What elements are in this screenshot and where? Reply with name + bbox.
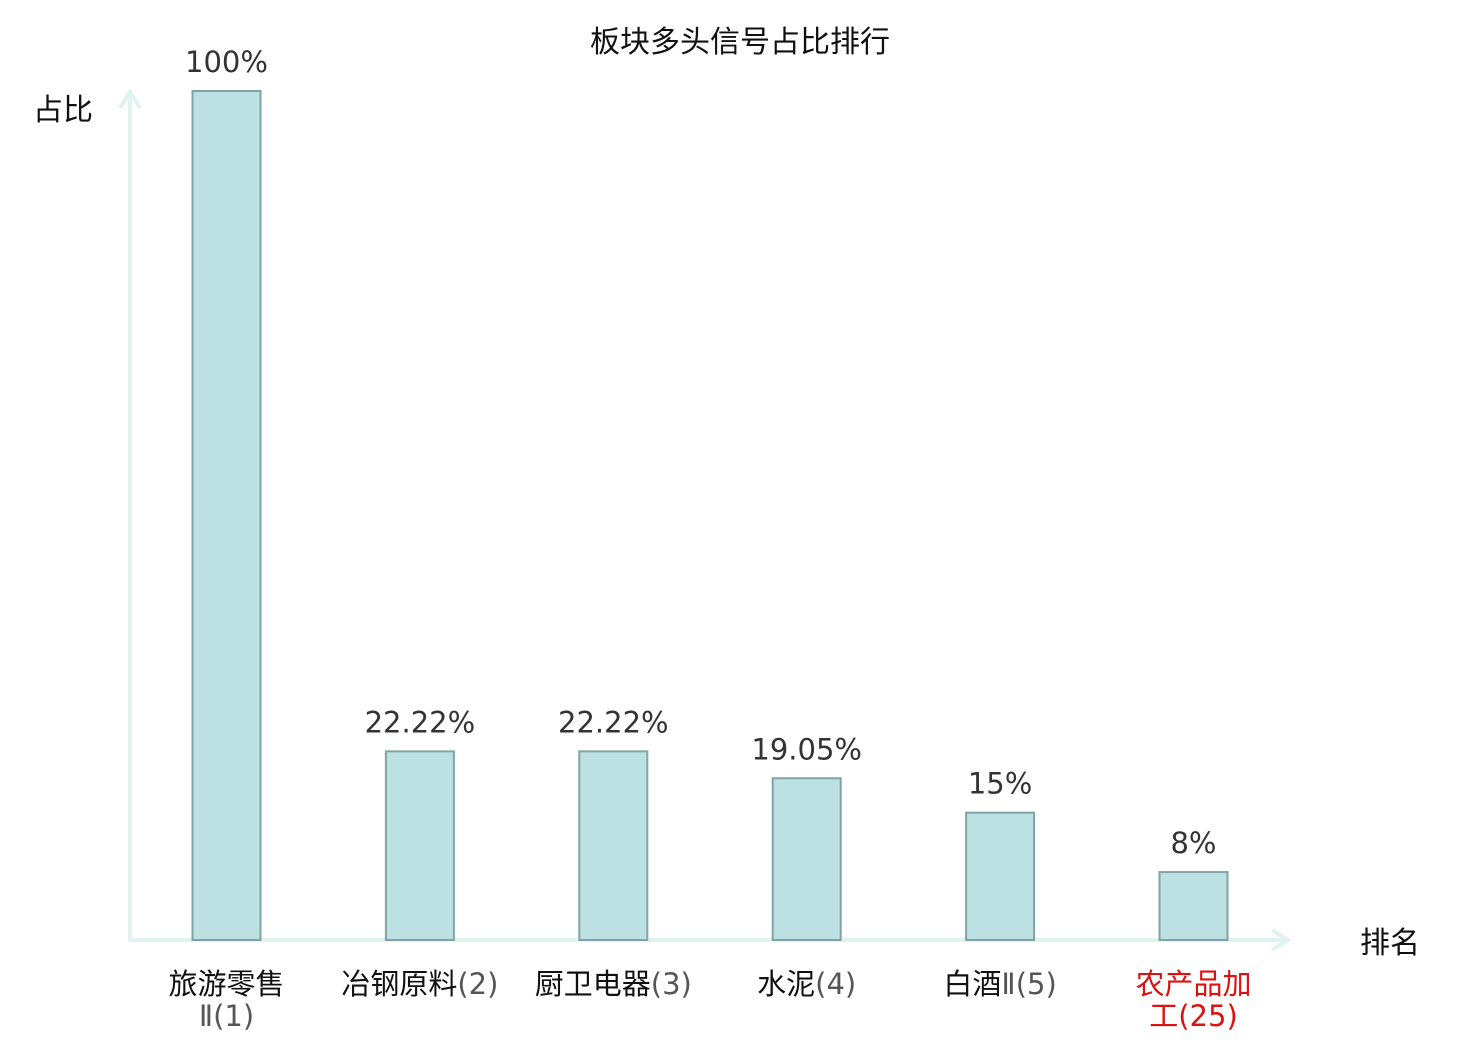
x-tick-label: 水泥(4) [757,967,856,1001]
bar [191,90,262,941]
bar [1158,871,1229,942]
x-tick-label: Ⅱ(1) [199,999,254,1033]
chart-title: 板块多头信号占比排行 [590,25,890,60]
value-label: 19.05% [751,732,862,766]
value-label: 15% [968,767,1032,801]
value-label: 8% [1170,826,1216,860]
x-tick-label: 农产品加 [1135,967,1251,1001]
bar [384,750,455,941]
x-axis [128,928,1292,952]
y-axis-label: 占比 [33,93,93,128]
x-tick-label: 旅游零售 [168,967,284,1001]
y-axis [118,88,142,940]
bar [771,777,842,941]
value-label: 22.22% [558,705,669,739]
x-tick-label: 厨卫电器(3) [535,967,692,1001]
value-label: 22.22% [365,705,476,739]
x-tick-label: 冶钢原料(2) [341,967,498,1001]
x-tick-label: 白酒Ⅱ(5) [943,967,1056,1001]
x-axis-label: 排名 [1360,926,1420,961]
x-tick-label: 工(25) [1149,999,1238,1033]
value-label: 100% [185,45,268,79]
bar [965,811,1036,942]
bar [578,750,649,941]
